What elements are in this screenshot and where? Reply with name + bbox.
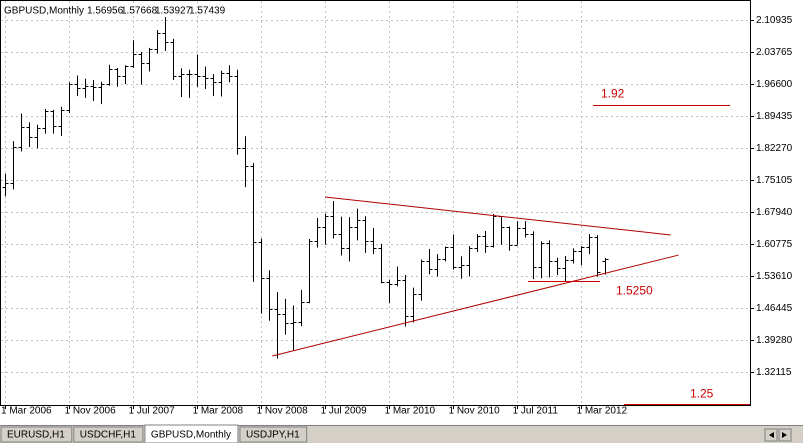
- tab[interactable]: GBPUSD,Monthly: [144, 424, 239, 443]
- header-close: 1.57439: [189, 6, 226, 17]
- x-tick-label: 1 Mar 2010: [385, 406, 436, 417]
- tab-bg: [144, 424, 239, 443]
- tab[interactable]: USDJPY,H1: [239, 426, 308, 443]
- x-tick-label: 1 Jul 2007: [129, 406, 176, 417]
- tab-label: USDJPY,H1: [246, 430, 300, 441]
- x-tick-label: 1 Mar 2006: [1, 406, 52, 417]
- tab-label: GBPUSD,Monthly: [151, 430, 231, 441]
- tab-bg: [73, 426, 144, 443]
- header-high: 1.57668: [121, 6, 158, 17]
- x-tick-label: 1 Nov 2006: [65, 406, 117, 417]
- y-tick-label: 1.53610: [756, 271, 793, 282]
- tab-label: USDCHF,H1: [80, 430, 137, 441]
- x-tick-label: 1 Mar 2012: [577, 406, 628, 417]
- scroll-left-arrow: [769, 432, 774, 438]
- y-tick-label: 1.96600: [756, 79, 793, 90]
- y-tick-label: 1.67940: [756, 207, 793, 218]
- y-tick-label: 1.32115: [756, 367, 792, 378]
- scroll-right-arrow: [782, 432, 787, 438]
- x-tick-label: 1 Nov 2008: [257, 406, 309, 417]
- y-tick-label: 1.89435: [756, 111, 793, 122]
- x-tick-label: 1 Nov 2010: [449, 406, 501, 417]
- x-tick-label: 1 Jul 2011: [513, 406, 559, 417]
- y-tick-label: 1.75105: [756, 175, 793, 186]
- tabs: EURUSD,H1 USDCHF,H1 GBPUSD,Monthly USDJPY,H…: [0, 424, 308, 443]
- chart-title: GBPUSD,Monthly: [4, 6, 84, 17]
- header-open: 1.56956: [87, 6, 124, 17]
- tab-bg: [0, 426, 73, 443]
- y-tick-label: 1.82270: [756, 143, 793, 154]
- y-tick-label: 1.46445: [756, 303, 793, 314]
- plot-frame: [0, 0, 751, 406]
- level-label: 1.25: [690, 387, 714, 401]
- level-label: 1.5250: [616, 284, 653, 298]
- tab[interactable]: EURUSD,H1: [0, 426, 73, 443]
- y-tick-label: 2.10935: [756, 15, 793, 26]
- level-label: 1.92: [601, 87, 625, 101]
- y-tick-label: 1.39280: [756, 335, 793, 346]
- x-tick-label: 1 Mar 2008: [193, 406, 244, 417]
- y-tick-label: 1.60775: [756, 239, 793, 250]
- x-tick-label: 1 Jul 2009: [321, 406, 368, 417]
- plot: 2.10935 2.03765 1.96600 1.89435 1.82270 1.751…: [1, 1, 793, 417]
- trendline: [272, 254, 679, 357]
- y-tick-label: 2.03765: [756, 47, 793, 58]
- tab-bg: [239, 426, 308, 443]
- trendline: [324, 196, 671, 236]
- tab[interactable]: USDCHF,H1: [73, 426, 144, 443]
- tab-label: EURUSD,H1: [7, 430, 65, 441]
- header-low: 1.53927: [155, 6, 192, 17]
